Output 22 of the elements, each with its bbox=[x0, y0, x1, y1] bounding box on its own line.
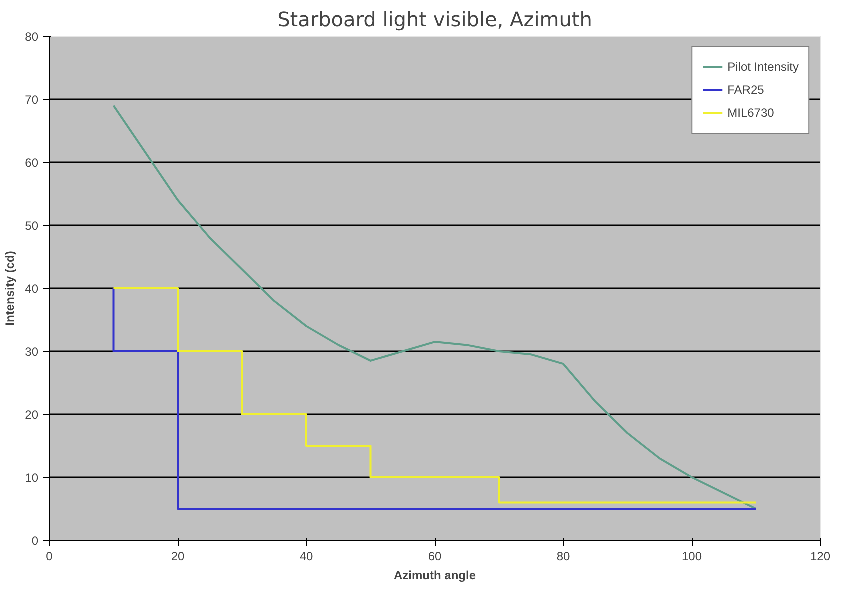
x-tick-label: 80 bbox=[556, 550, 570, 564]
legend-label: MIL6730 bbox=[728, 106, 774, 120]
x-tick-label: 100 bbox=[682, 550, 702, 564]
y-tick-label: 20 bbox=[25, 408, 39, 422]
x-tick-label: 120 bbox=[810, 550, 831, 564]
y-tick-label: 60 bbox=[25, 156, 39, 170]
y-axis-title: Intensity (cd) bbox=[3, 251, 18, 326]
legend-label: Pilot Intensity bbox=[728, 60, 799, 74]
x-axis-title: Azimuth angle bbox=[394, 568, 476, 582]
y-tick-label: 30 bbox=[25, 345, 39, 359]
x-tick-label: 40 bbox=[300, 550, 314, 564]
y-tick-label: 50 bbox=[25, 219, 39, 233]
x-tick-label: 20 bbox=[171, 550, 185, 564]
y-tick-label: 10 bbox=[25, 471, 39, 485]
x-tick-label: 60 bbox=[428, 550, 442, 564]
y-tick-label: 70 bbox=[25, 93, 39, 107]
legend-label: FAR25 bbox=[728, 83, 764, 97]
y-tick-label: 0 bbox=[32, 534, 39, 548]
chart-title: Starboard light visible, Azimuth bbox=[278, 8, 592, 32]
x-tick-label: 0 bbox=[46, 550, 54, 564]
y-tick-label: 40 bbox=[25, 282, 39, 296]
y-tick-label: 80 bbox=[25, 30, 39, 44]
